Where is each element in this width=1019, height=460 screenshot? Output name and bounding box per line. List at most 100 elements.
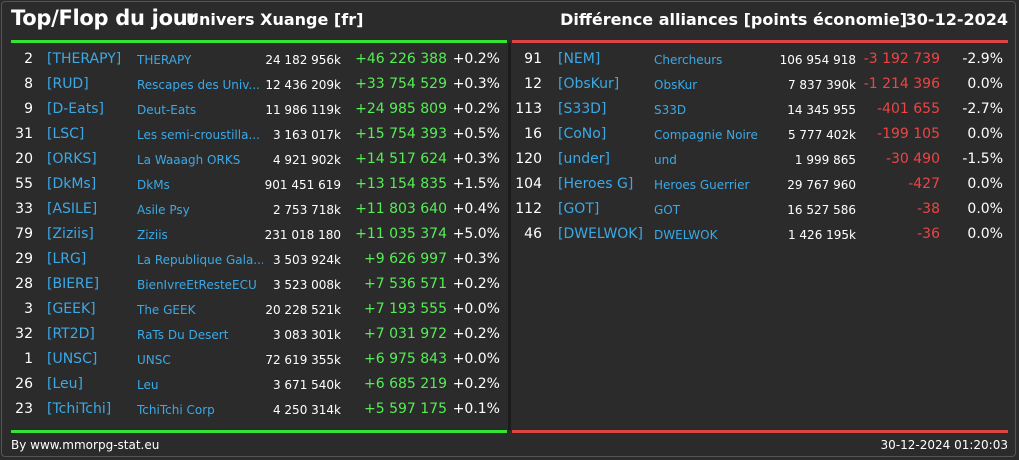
alliance-tag[interactable]: [RT2D] [47,326,95,342]
alliance-tag[interactable]: [TchiTchi] [47,401,112,417]
alliance-name[interactable]: GOT [654,203,681,217]
alliance-pct: 0.0% [967,76,1003,92]
alliance-tag[interactable]: [DkMs] [47,176,97,192]
alliance-pct: +0.2% [452,101,500,117]
alliance-pct: +0.1% [452,401,500,417]
table-row: 91 [NEM] Chercheurs 106 954 918 -3 192 739 -2… [512,48,1008,73]
alliance-pct: +1.5% [452,176,500,192]
alliance-diff: +15 754 393 [355,126,447,142]
alliance-diff: +24 985 809 [355,101,447,117]
alliance-diff: +13 154 835 [355,176,447,192]
alliance-pct: 0.0% [967,201,1003,217]
alliance-points: 901 451 619 [264,178,341,192]
alliance-name[interactable]: La Republique Gala... [137,253,263,267]
alliance-name[interactable]: S33D [654,103,687,117]
alliance-tag[interactable]: [D-Eats] [47,101,104,117]
alliance-name[interactable]: Compagnie Noire [654,128,758,142]
alliance-name[interactable]: DkMs [137,178,170,192]
alliance-name[interactable]: und [654,153,677,167]
table-row: 120 [under] und 1 999 865 -30 490 -1.5% [512,148,1008,173]
alliance-pct: -1.5% [962,151,1003,167]
alliance-tag[interactable]: [GEEK] [47,301,96,317]
alliance-tag[interactable]: [S33D] [558,101,607,117]
alliance-tag[interactable]: [DWELWOK] [558,226,643,242]
alliance-points: 20 228 521k [265,303,341,317]
alliance-points: 24 182 956k [265,53,341,67]
alliance-tag[interactable]: [Heroes G] [558,176,634,192]
alliance-tag[interactable]: [THERAPY] [47,51,122,67]
alliance-tag[interactable]: [LSC] [47,126,85,142]
alliance-points: 29 767 960 [787,178,856,192]
alliance-tag[interactable]: [LRG] [47,251,87,267]
alliance-rank: 120 [515,151,542,167]
alliance-tag[interactable]: [CoNo] [558,126,607,142]
alliance-pct: +0.3% [452,76,500,92]
alliance-tag[interactable]: [under] [558,151,610,167]
alliance-tag[interactable]: [ORKS] [47,151,97,167]
alliance-name[interactable]: RaTs Du Desert [137,328,229,342]
alliance-points: 14 345 955 [787,103,856,117]
alliance-rank: 2 [24,51,33,67]
alliance-tag[interactable]: [BIERE] [47,276,100,292]
alliance-diff: +11 035 374 [355,226,447,242]
alliance-rank: 91 [524,51,542,67]
alliance-pct: +0.4% [452,201,500,217]
date-label: 30-12-2024 [905,10,1008,29]
alliance-diff: +7 031 972 [364,326,447,342]
alliance-tag[interactable]: [Leu] [47,376,83,392]
top-gainers-table: 2 [THERAPY] THERAPY 24 182 956k +46 226 388 +… [11,48,507,423]
alliance-name[interactable]: Deut-Eats [137,103,197,117]
alliance-tag[interactable]: [UNSC] [47,351,98,367]
alliance-rank: 9 [24,101,33,117]
alliance-tag[interactable]: [Ziziis] [47,226,94,242]
top-losers-table: 91 [NEM] Chercheurs 106 954 918 -3 192 739 -2… [512,48,1008,248]
alliance-pct: +0.0% [452,301,500,317]
header: Top/Flop du jour Univers Xuange [fr] Dif… [0,0,1019,40]
table-row: 12 [ObsKur] ObsKur 7 837 390k -1 214 396 0.0% [512,73,1008,98]
table-row: 104 [Heroes G] Heroes Guerrier 29 767 960 -4… [512,173,1008,198]
alliance-name[interactable]: Heroes Guerrier [654,178,750,192]
table-row: 8 [RUD] Rescapes des Univ... 12 436 209k +33… [11,73,507,98]
bottom-loss-bar [512,430,1008,433]
alliance-rank: 29 [15,251,33,267]
alliance-name[interactable]: DWELWOK [654,228,718,242]
alliance-pct: -2.9% [962,51,1003,67]
table-row: 3 [GEEK] The GEEK 20 228 521k +7 193 555 +0.0… [11,298,507,323]
alliance-pct: 0.0% [967,226,1003,242]
alliance-name[interactable]: TchiTchi Corp [137,403,215,417]
alliance-name[interactable]: The GEEK [137,303,196,317]
alliance-rank: 113 [515,101,542,117]
alliance-rank: 26 [15,376,33,392]
alliance-points: 3 503 924k [272,253,341,267]
alliance-name[interactable]: BienIvreEtResteECU [137,278,257,292]
table-row: 28 [BIERE] BienIvreEtResteECU 3 523 008k +7 … [11,273,507,298]
alliance-pct: +0.2% [452,326,500,342]
alliance-name[interactable]: THERAPY [137,53,192,67]
alliance-points: 2 753 718k [272,203,341,217]
alliance-name[interactable]: Ziziis [137,228,168,242]
alliance-name[interactable]: Leu [137,378,159,392]
alliance-rank: 20 [15,151,33,167]
alliance-name[interactable]: Asile Psy [137,203,190,217]
alliance-pct: 0.0% [967,126,1003,142]
alliance-diff: +11 803 640 [355,201,447,217]
alliance-tag[interactable]: [NEM] [558,51,601,67]
alliance-name[interactable]: Chercheurs [654,53,723,67]
alliance-name[interactable]: La Waaagh ORKS [137,153,241,167]
alliance-tag[interactable]: [RUD] [47,76,89,92]
bottom-gain-bar [11,430,507,433]
alliance-name[interactable]: Les semi-croustilla... [137,128,260,142]
column-divider [508,43,511,430]
page-title: Top/Flop du jour [11,6,198,30]
alliance-tag[interactable]: [GOT] [558,201,600,217]
alliance-name[interactable]: ObsKur [654,78,698,92]
table-row: 1 [UNSC] UNSC 72 619 355k +6 975 843 +0.0% [11,348,507,373]
footer-source: By www.mmorpg-stat.eu [11,438,160,452]
alliance-pct: 0.0% [967,176,1003,192]
alliance-name[interactable]: UNSC [137,353,171,367]
alliance-tag[interactable]: [ObsKur] [558,76,620,92]
alliance-rank: 8 [24,76,33,92]
alliance-name[interactable]: Rescapes des Univ... [137,78,260,92]
alliance-tag[interactable]: [ASILE] [47,201,98,217]
alliance-pct: +0.2% [452,376,500,392]
